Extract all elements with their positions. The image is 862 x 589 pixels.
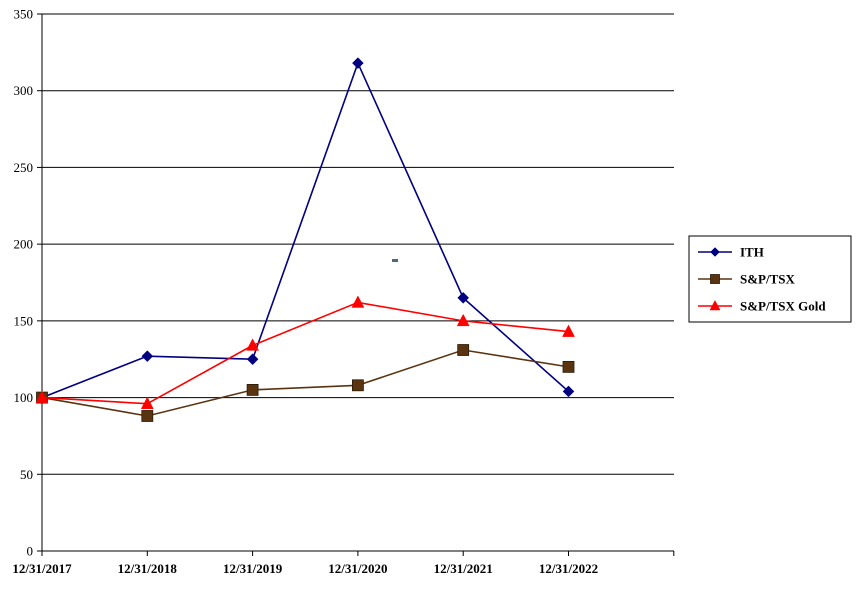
series-line-s-p-tsx xyxy=(41,349,569,417)
tick-labels: 0 50 100 150 200 250 300 350 12/31/2017 12/31/201… xyxy=(12,7,598,577)
x-tick-label: 12/31/2019 xyxy=(223,561,283,576)
gridlines xyxy=(42,13,674,475)
y-tick-label: 350 xyxy=(14,7,34,22)
data-point-s-p-tsx xyxy=(457,344,470,356)
legend-label: ITH xyxy=(740,245,764,260)
series-lines xyxy=(35,57,575,422)
series-s-p-tsx xyxy=(36,344,575,422)
y-tick-label: 50 xyxy=(20,467,33,482)
series-line-s-p-tsx-gold xyxy=(41,301,569,405)
data-point-s-p-tsx-gold xyxy=(351,295,365,308)
data-point-s-p-tsx xyxy=(141,410,154,422)
data-point-ith xyxy=(457,291,470,304)
x-tick-label: 12/31/2017 xyxy=(12,561,72,576)
legend-swatch-marker xyxy=(710,274,720,284)
data-point-s-p-tsx-gold xyxy=(246,338,260,351)
x-tick-label: 12/31/2022 xyxy=(539,561,598,576)
data-point-ith xyxy=(562,385,575,398)
legend-label: S&P/TSX Gold xyxy=(740,299,826,314)
y-tick-label: 0 xyxy=(27,544,34,559)
y-tick-label: 200 xyxy=(14,237,34,252)
y-tick-label: 100 xyxy=(14,390,34,405)
legend-label: S&P/TSX xyxy=(740,272,796,287)
data-point-s-p-tsx-gold xyxy=(35,390,49,403)
data-point-s-p-tsx-gold xyxy=(140,396,154,409)
legend-item-ith: ITH xyxy=(698,245,764,260)
data-point-s-p-tsx xyxy=(246,383,259,396)
legend: ITH S&P/TSX S&P/TSX Gold xyxy=(688,235,852,323)
legend-item-s-p-tsx: S&P/TSX xyxy=(698,272,796,287)
legend-swatch-marker xyxy=(710,247,720,257)
legend-item-s-p-tsx-gold: S&P/TSX Gold xyxy=(698,299,826,314)
data-point-ith xyxy=(352,57,364,69)
series-ith xyxy=(36,57,575,404)
series-s-p-tsx-gold xyxy=(35,295,575,409)
data-point-ith xyxy=(141,350,154,362)
data-point-s-p-tsx-gold xyxy=(456,313,470,327)
x-tick-label: 12/31/2020 xyxy=(328,561,387,576)
data-point-s-p-tsx-gold xyxy=(562,324,575,337)
legend-swatch-marker xyxy=(709,299,721,311)
data-point-ith xyxy=(246,353,259,366)
stray-mark xyxy=(392,259,398,262)
y-tick-label: 250 xyxy=(14,160,34,175)
y-tick-label: 150 xyxy=(14,313,34,328)
axes xyxy=(37,13,675,556)
series-line-ith xyxy=(41,60,570,399)
x-tick-label: 12/31/2021 xyxy=(434,561,493,576)
y-tick-label: 300 xyxy=(14,83,34,98)
data-point-s-p-tsx xyxy=(562,360,575,373)
x-tick-label: 12/31/2018 xyxy=(118,561,178,576)
data-point-s-p-tsx xyxy=(351,379,364,392)
